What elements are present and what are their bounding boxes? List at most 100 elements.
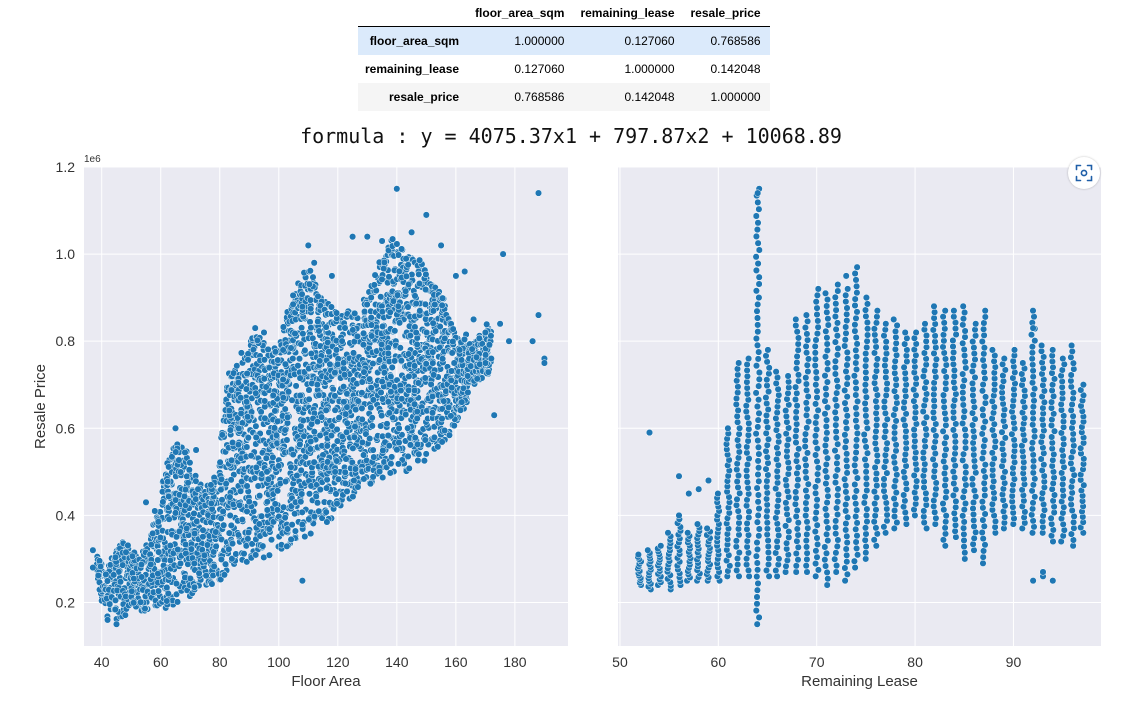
data-point <box>860 499 868 507</box>
data-point <box>1049 346 1057 354</box>
data-point <box>745 572 753 580</box>
data-point <box>227 386 236 394</box>
data-point <box>475 334 483 342</box>
x-axis-label: Floor Area <box>291 673 361 690</box>
data-point <box>755 613 763 621</box>
data-point <box>405 386 413 394</box>
data-point <box>323 442 331 450</box>
data-point <box>765 388 773 396</box>
data-point <box>812 298 820 306</box>
data-point <box>236 501 244 509</box>
data-point <box>534 311 543 319</box>
data-point <box>821 353 830 361</box>
data-point <box>931 338 939 346</box>
data-point <box>385 409 393 417</box>
data-point <box>960 345 968 354</box>
data-point <box>881 433 889 441</box>
data-point <box>664 529 672 537</box>
data-point <box>1068 347 1076 355</box>
data-point <box>753 307 761 315</box>
data-point <box>447 376 455 384</box>
data-point <box>873 403 881 411</box>
data-point <box>449 337 457 346</box>
data-point <box>378 340 386 348</box>
data-point <box>978 498 986 506</box>
data-point <box>972 332 980 340</box>
data-point <box>394 460 403 468</box>
data-point <box>366 480 375 488</box>
data-point <box>1029 361 1037 369</box>
data-point <box>1019 359 1027 367</box>
data-point <box>970 433 978 441</box>
data-point <box>299 417 307 425</box>
data-point <box>853 282 861 290</box>
data-point <box>112 620 121 628</box>
data-point <box>1029 463 1038 471</box>
data-point <box>968 379 977 387</box>
data-point <box>959 493 967 501</box>
data-point <box>732 501 741 509</box>
data-point <box>802 512 810 520</box>
data-point <box>394 302 402 310</box>
data-point <box>773 420 782 428</box>
data-point <box>821 505 830 513</box>
data-point <box>961 475 969 483</box>
table-cell: 0.127060 <box>514 61 565 76</box>
data-point <box>744 437 752 445</box>
data-point <box>360 451 368 459</box>
data-point <box>422 450 430 458</box>
data-point <box>1050 450 1058 458</box>
data-point <box>872 506 880 514</box>
data-point <box>292 382 300 390</box>
data-point <box>949 408 958 416</box>
data-point <box>842 323 850 331</box>
data-point <box>1047 514 1055 522</box>
data-point <box>843 494 851 502</box>
data-point <box>1028 511 1036 519</box>
data-point <box>287 344 295 352</box>
data-point <box>794 340 802 348</box>
data-point <box>439 355 447 363</box>
data-point <box>341 468 349 476</box>
data-point <box>755 368 763 377</box>
data-point <box>360 368 368 376</box>
data-point <box>743 449 751 457</box>
data-point <box>753 341 762 349</box>
data-point <box>377 293 385 301</box>
data-point <box>182 540 190 549</box>
data-point <box>482 351 490 359</box>
data-point <box>890 524 898 532</box>
data-point <box>441 334 449 343</box>
data-point <box>154 570 162 578</box>
data-point <box>755 375 763 383</box>
data-point <box>832 530 840 538</box>
data-point <box>970 445 978 453</box>
data-point <box>823 378 831 386</box>
data-point <box>753 620 761 628</box>
data-point <box>862 350 870 358</box>
data-point <box>172 496 180 504</box>
data-point <box>861 306 870 314</box>
data-point <box>296 374 304 382</box>
data-point <box>969 385 977 393</box>
data-point <box>333 425 341 433</box>
data-point <box>861 399 869 407</box>
data-point <box>960 530 968 538</box>
data-point <box>734 472 743 480</box>
data-point <box>929 408 937 416</box>
data-point <box>922 331 931 340</box>
data-point <box>397 357 405 365</box>
data-point <box>430 433 438 441</box>
data-point <box>831 479 840 487</box>
data-point <box>792 494 800 502</box>
data-point <box>930 444 938 452</box>
data-point <box>890 483 898 491</box>
data-point <box>754 328 762 336</box>
data-point <box>763 525 771 533</box>
data-point <box>764 471 772 479</box>
data-point <box>832 427 840 436</box>
data-point <box>863 486 871 495</box>
data-point <box>949 360 957 368</box>
data-point <box>232 550 240 558</box>
data-point <box>852 276 860 284</box>
